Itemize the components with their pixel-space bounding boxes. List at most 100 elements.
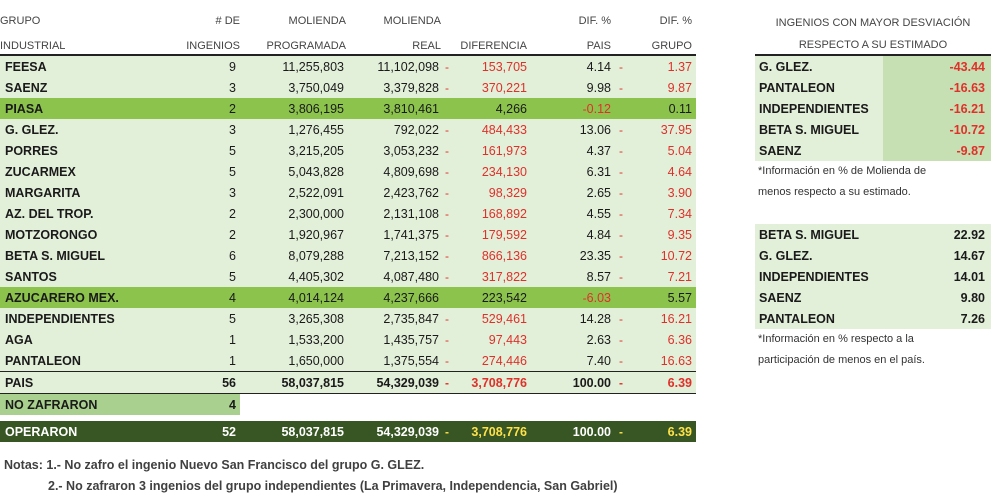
row-pais-value: 4.84 bbox=[586, 227, 611, 242]
row-grupo-sign: - bbox=[619, 269, 623, 284]
row-grupo-value: 37.95 bbox=[660, 122, 692, 137]
row-pais-value: 4.37 bbox=[586, 143, 611, 158]
deviation-name: G. GLEZ. bbox=[755, 245, 925, 266]
row-grupo: - 37.95 bbox=[615, 123, 696, 137]
row-real: 2,735,847 bbox=[383, 311, 439, 326]
deviation-name: BETA S. MIGUEL bbox=[755, 119, 883, 140]
header-grupo-pct-line1: DIF. % bbox=[659, 15, 692, 27]
row-prog: 11,255,803 bbox=[282, 59, 344, 74]
row-diff-value: 484,433 bbox=[481, 122, 527, 137]
row-diff-value: 529,461 bbox=[481, 311, 527, 326]
row-num: 9 bbox=[229, 59, 236, 74]
row-prog: 2,522,091 bbox=[288, 185, 344, 200]
operaron-grupo-sign: - bbox=[619, 424, 623, 439]
row-diff-sign: - bbox=[445, 80, 449, 95]
row-prog: 1,650,000 bbox=[288, 353, 344, 368]
row-diff: - 98,329 bbox=[441, 186, 531, 200]
total-grupo: - 6.39 bbox=[615, 376, 696, 390]
row-diff: - 234,130 bbox=[441, 165, 531, 179]
deviation-value: 14.01 bbox=[953, 269, 985, 284]
row-prog: 3,806,195 bbox=[288, 101, 344, 116]
row-name: SANTOS bbox=[5, 269, 57, 284]
total-prog: 58,037,815 bbox=[281, 375, 344, 390]
row-pais: 9.98 bbox=[531, 81, 615, 95]
row-real: 3,053,232 bbox=[383, 143, 439, 158]
operaron-diff: - 3,708,776 bbox=[441, 425, 531, 439]
row-pais: 8.57 bbox=[531, 270, 615, 284]
row-pais: 4.14 bbox=[531, 60, 615, 74]
row-grupo-sign: - bbox=[619, 206, 623, 221]
row-name: AZ. DEL TROP. bbox=[5, 206, 94, 221]
table-header: GRUPO INDUSTRIAL # DE INGENIOS MOLIENDA … bbox=[0, 12, 696, 56]
row-name: ZUCARMEX bbox=[5, 164, 76, 179]
operaron-grupo-value: 6.39 bbox=[667, 424, 692, 439]
total-grupo-sign: - bbox=[619, 375, 623, 390]
no-zafraron-num: 4 bbox=[229, 397, 236, 412]
deviation-panel-header: INGENIOS CON MAYOR DESVIACIÓN RESPECTO A… bbox=[755, 12, 991, 56]
table-row: BETA S. MIGUEL 6 8,079,288 7,213,152-866,13… bbox=[0, 245, 696, 266]
row-grupo-value: 5.04 bbox=[667, 143, 692, 158]
row-diff: 223,542 bbox=[441, 291, 531, 305]
table-row: MARGARITA 3 2,522,091 2,423,762-98,329 2.65-… bbox=[0, 182, 696, 203]
row-pais: 7.40 bbox=[531, 354, 615, 368]
deviation-name: PANTALEON bbox=[755, 308, 925, 329]
row-grupo-sign: - bbox=[619, 353, 623, 368]
row-real: 4,237,666 bbox=[383, 290, 439, 305]
row-real: 2,423,762 bbox=[383, 185, 439, 200]
total-diff-sign: - bbox=[445, 375, 449, 390]
deviation-value: -10.72 bbox=[883, 119, 991, 140]
deviation-name: PANTALEON bbox=[755, 77, 883, 98]
row-grupo: - 9.35 bbox=[615, 228, 696, 242]
operaron-prog: 58,037,815 bbox=[281, 424, 344, 439]
operaron-real: 54,329,039 bbox=[376, 424, 439, 439]
row-grupo-value: 3.90 bbox=[667, 185, 692, 200]
row-pais-value: 9.98 bbox=[586, 80, 611, 95]
row-prog: 1,276,455 bbox=[288, 122, 344, 137]
row-prog: 4,405,302 bbox=[288, 269, 344, 284]
deviation-table-estimado: G. GLEZ. -43.44 PANTALEON -16.63 INDEPENDIEN… bbox=[755, 56, 991, 203]
row-grupo-value: 5.57 bbox=[667, 290, 692, 305]
row-prog: 3,265,308 bbox=[288, 311, 344, 326]
note1-line1: *Información en % de Molienda de bbox=[758, 165, 927, 177]
row-diff-value: 179,592 bbox=[481, 227, 527, 242]
deviation-value: 9.80 bbox=[960, 290, 985, 305]
header-grupo: GRUPO INDUSTRIAL bbox=[0, 12, 155, 54]
row-grupo-sign: - bbox=[619, 80, 623, 95]
row-diff: - 179,592 bbox=[441, 228, 531, 242]
row-grupo: - 7.21 bbox=[615, 270, 696, 284]
deviation-row: G. GLEZ. -43.44 bbox=[755, 56, 991, 77]
row-pais: 4.37 bbox=[531, 144, 615, 158]
row-num: 3 bbox=[229, 80, 236, 95]
row-num: 6 bbox=[229, 248, 236, 263]
deviation-name: G. GLEZ. bbox=[755, 56, 883, 77]
table-row: PIASA 2 3,806,195 3,810,461 4,266 -0.12 0.11 bbox=[0, 98, 696, 119]
row-grupo-sign: - bbox=[619, 59, 623, 74]
deviation-value: -9.87 bbox=[883, 140, 991, 161]
row-pais: 4.55 bbox=[531, 207, 615, 221]
row-name: AGA bbox=[5, 332, 33, 347]
header-pais-line1: DIF. % bbox=[578, 15, 611, 27]
row-diff: - 161,973 bbox=[441, 144, 531, 158]
row-diff-value: 97,443 bbox=[488, 332, 527, 347]
row-num: 1 bbox=[229, 353, 236, 368]
deviation-value: 7.26 bbox=[960, 311, 985, 326]
row-diff-sign: - bbox=[445, 143, 449, 158]
row-diff-sign: - bbox=[445, 227, 449, 242]
row-name: MARGARITA bbox=[5, 185, 81, 200]
note1-line2: menos respecto a su estimado. bbox=[758, 186, 911, 198]
deviation-value: -16.63 bbox=[883, 77, 991, 98]
row-pais-value: 2.63 bbox=[586, 332, 611, 347]
note2-line1: *Información en % respecto a la bbox=[758, 333, 914, 345]
no-zafraron-name: NO ZAFRARON bbox=[5, 397, 98, 412]
molienda-table: GRUPO INDUSTRIAL # DE INGENIOS MOLIENDA … bbox=[0, 12, 696, 442]
deviation-row: BETA S. MIGUEL -10.72 bbox=[755, 119, 991, 140]
deviation-value: -43.44 bbox=[883, 56, 991, 77]
row-num: 2 bbox=[229, 206, 236, 221]
operaron-num: 52 bbox=[222, 424, 236, 439]
row-pais: 23.35 bbox=[531, 249, 615, 263]
row-grupo: - 6.36 bbox=[615, 333, 696, 347]
row-prog: 8,079,288 bbox=[288, 248, 344, 263]
row-diff-value: 370,221 bbox=[481, 80, 527, 95]
row-pais: 13.06 bbox=[531, 123, 615, 137]
row-diff-value: 153,705 bbox=[481, 59, 527, 74]
